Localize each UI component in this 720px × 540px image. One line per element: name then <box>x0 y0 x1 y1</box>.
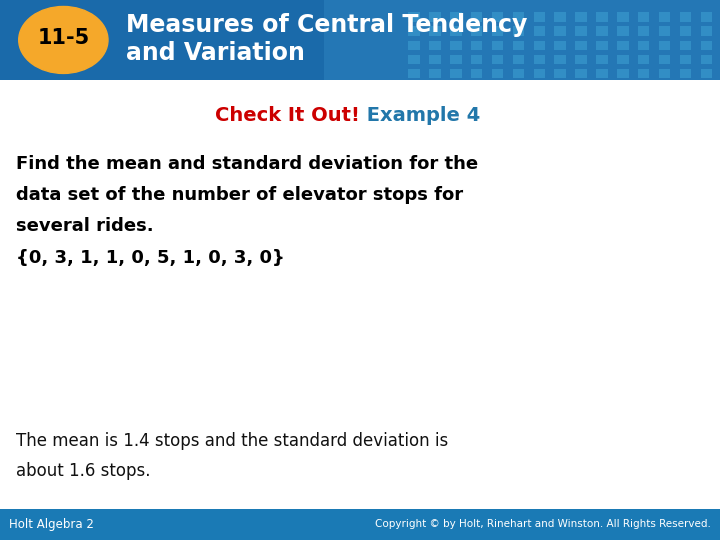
FancyBboxPatch shape <box>554 55 566 64</box>
FancyBboxPatch shape <box>701 12 712 22</box>
FancyBboxPatch shape <box>534 69 545 78</box>
FancyBboxPatch shape <box>429 40 441 50</box>
Text: Holt Algebra 2: Holt Algebra 2 <box>9 518 94 531</box>
FancyBboxPatch shape <box>638 69 649 78</box>
FancyBboxPatch shape <box>638 12 649 22</box>
FancyBboxPatch shape <box>659 12 670 22</box>
FancyBboxPatch shape <box>513 69 524 78</box>
Text: Example 4: Example 4 <box>360 105 480 125</box>
FancyBboxPatch shape <box>513 40 524 50</box>
FancyBboxPatch shape <box>701 69 712 78</box>
FancyBboxPatch shape <box>513 55 524 64</box>
FancyBboxPatch shape <box>596 26 608 36</box>
FancyBboxPatch shape <box>450 26 462 36</box>
FancyBboxPatch shape <box>596 40 608 50</box>
FancyBboxPatch shape <box>324 0 720 80</box>
FancyBboxPatch shape <box>617 12 629 22</box>
FancyBboxPatch shape <box>575 12 587 22</box>
FancyBboxPatch shape <box>575 26 587 36</box>
FancyBboxPatch shape <box>408 26 420 36</box>
FancyBboxPatch shape <box>701 55 712 64</box>
FancyBboxPatch shape <box>471 55 482 64</box>
FancyBboxPatch shape <box>429 12 441 22</box>
FancyBboxPatch shape <box>450 12 462 22</box>
FancyBboxPatch shape <box>408 12 420 22</box>
Text: {0, 3, 1, 1, 0, 5, 1, 0, 3, 0}: {0, 3, 1, 1, 0, 5, 1, 0, 3, 0} <box>16 248 284 267</box>
FancyBboxPatch shape <box>492 26 503 36</box>
Text: Find the mean and standard deviation for the: Find the mean and standard deviation for… <box>16 154 478 173</box>
FancyBboxPatch shape <box>596 69 608 78</box>
FancyBboxPatch shape <box>680 69 691 78</box>
FancyBboxPatch shape <box>617 69 629 78</box>
FancyBboxPatch shape <box>408 40 420 50</box>
FancyBboxPatch shape <box>617 55 629 64</box>
FancyBboxPatch shape <box>429 69 441 78</box>
FancyBboxPatch shape <box>659 26 670 36</box>
FancyBboxPatch shape <box>492 40 503 50</box>
FancyBboxPatch shape <box>617 26 629 36</box>
Circle shape <box>19 6 108 73</box>
Text: The mean is 1.4 stops and the standard deviation is: The mean is 1.4 stops and the standard d… <box>16 432 448 450</box>
FancyBboxPatch shape <box>575 69 587 78</box>
Text: data set of the number of elevator stops for: data set of the number of elevator stops… <box>16 186 463 204</box>
FancyBboxPatch shape <box>492 55 503 64</box>
FancyBboxPatch shape <box>471 69 482 78</box>
FancyBboxPatch shape <box>408 55 420 64</box>
FancyBboxPatch shape <box>659 40 670 50</box>
FancyBboxPatch shape <box>554 26 566 36</box>
FancyBboxPatch shape <box>450 40 462 50</box>
Text: several rides.: several rides. <box>16 217 153 235</box>
FancyBboxPatch shape <box>575 40 587 50</box>
FancyBboxPatch shape <box>534 26 545 36</box>
FancyBboxPatch shape <box>659 69 670 78</box>
FancyBboxPatch shape <box>701 40 712 50</box>
FancyBboxPatch shape <box>534 40 545 50</box>
FancyBboxPatch shape <box>0 0 720 80</box>
FancyBboxPatch shape <box>554 40 566 50</box>
FancyBboxPatch shape <box>513 26 524 36</box>
FancyBboxPatch shape <box>638 40 649 50</box>
Text: and Variation: and Variation <box>126 42 305 65</box>
Text: 11-5: 11-5 <box>37 28 89 48</box>
FancyBboxPatch shape <box>534 12 545 22</box>
FancyBboxPatch shape <box>638 55 649 64</box>
FancyBboxPatch shape <box>701 26 712 36</box>
FancyBboxPatch shape <box>408 69 420 78</box>
FancyBboxPatch shape <box>429 26 441 36</box>
FancyBboxPatch shape <box>471 26 482 36</box>
Text: about 1.6 stops.: about 1.6 stops. <box>16 462 150 480</box>
FancyBboxPatch shape <box>596 12 608 22</box>
FancyBboxPatch shape <box>471 12 482 22</box>
FancyBboxPatch shape <box>0 509 720 540</box>
FancyBboxPatch shape <box>471 40 482 50</box>
FancyBboxPatch shape <box>492 12 503 22</box>
Text: Copyright © by Holt, Rinehart and Winston. All Rights Reserved.: Copyright © by Holt, Rinehart and Winsto… <box>376 519 711 529</box>
FancyBboxPatch shape <box>513 12 524 22</box>
FancyBboxPatch shape <box>680 40 691 50</box>
Text: Measures of Central Tendency: Measures of Central Tendency <box>126 13 527 37</box>
FancyBboxPatch shape <box>554 12 566 22</box>
FancyBboxPatch shape <box>450 55 462 64</box>
FancyBboxPatch shape <box>596 55 608 64</box>
FancyBboxPatch shape <box>680 55 691 64</box>
FancyBboxPatch shape <box>429 55 441 64</box>
FancyBboxPatch shape <box>680 26 691 36</box>
Text: Check It Out!: Check It Out! <box>215 105 360 125</box>
FancyBboxPatch shape <box>659 55 670 64</box>
FancyBboxPatch shape <box>638 26 649 36</box>
FancyBboxPatch shape <box>492 69 503 78</box>
FancyBboxPatch shape <box>575 55 587 64</box>
FancyBboxPatch shape <box>617 40 629 50</box>
FancyBboxPatch shape <box>554 69 566 78</box>
FancyBboxPatch shape <box>680 12 691 22</box>
FancyBboxPatch shape <box>450 69 462 78</box>
FancyBboxPatch shape <box>534 55 545 64</box>
